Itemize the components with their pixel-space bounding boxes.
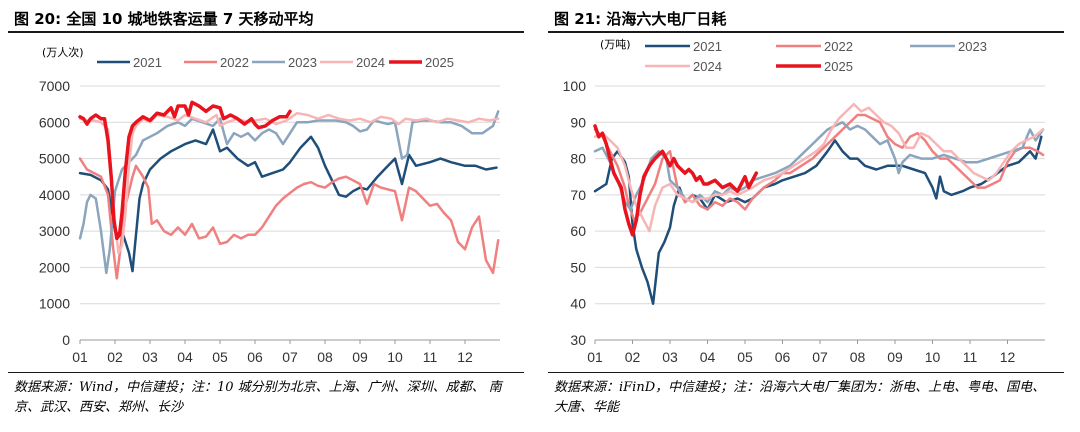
unit-label: (万人次) [42,45,84,59]
x-tick-label: 02 [107,349,123,365]
y-tick-label: 0 [62,332,70,348]
left-figure: 图 20: 全国 10 城地铁客运量 7 天移动平均 0 1000 2000 3000… [8,10,524,415]
y-tick-label: 5000 [39,151,70,167]
x-tick-label: 11 [963,349,978,365]
series-line-2021 [78,128,498,273]
x-tick-label: 12 [1000,349,1016,365]
series-line-2022 [593,113,1045,222]
series-line-2025 [78,100,292,241]
y-tick-label: 2000 [39,259,70,275]
legend-label-2025: 2025 [824,59,853,74]
y-tick-label: 60 [570,223,586,239]
series-line-2025 [593,124,759,237]
legend-label-2022: 2022 [824,39,853,54]
power-plant-coal-chart: 30 40 50 60 70 80 90 100 01 02 03 04 05 06 07 08 09 10 11 1… [563,38,1045,365]
source-rule [548,372,1064,373]
x-tick-label: 01 [72,349,88,365]
y-tick-label: 70 [570,187,586,203]
x-tick-label: 05 [212,349,228,365]
x-tick-label: 06 [247,349,263,365]
series-line-2024 [593,102,1045,233]
legend-label-2021: 2021 [693,39,722,54]
figure-title: 图 21: 沿海六大电厂日耗 [554,10,727,28]
legend-label-2023: 2023 [958,39,987,54]
legend-label-2023: 2023 [288,55,317,70]
title-rule [8,31,524,33]
x-tick-label: 01 [587,349,603,365]
x-tick-label: 03 [142,349,158,365]
source-rule [8,372,524,373]
x-tick-label: 06 [775,349,791,365]
x-tick-label: 12 [457,349,473,365]
metro-ridership-chart: 0 1000 2000 3000 4000 5000 6000 7000 01 02 03 04 05 0… [39,45,500,365]
x-tick-label: 10 [925,349,941,365]
x-tick-label: 11 [423,349,438,365]
legend-label-2021: 2021 [133,55,162,70]
y-tick-label: 90 [570,114,586,130]
x-tick-label: 08 [317,349,333,365]
series-line-2022 [78,157,500,280]
legend-label-2024: 2024 [693,59,722,74]
y-tick-label: 4000 [39,187,70,203]
legend-label-2025: 2025 [425,55,454,70]
x-tick-label: 08 [850,349,866,365]
y-tick-label: 3000 [39,223,70,239]
title-rule [548,31,1064,33]
series-line-2021 [593,135,1043,305]
x-tick-label: 09 [352,349,368,365]
y-tick-label: 30 [570,332,586,348]
x-tick-label: 10 [387,349,403,365]
x-tick-label: 02 [625,349,641,365]
y-tick-label: 50 [570,259,586,275]
legend-label-2022: 2022 [220,55,249,70]
unit-label: (万吨) [600,38,631,51]
figure-title: 图 20: 全国 10 城地铁客运量 7 天移动平均 [14,10,314,28]
source-note: 数据来源：Wind，中信建投；注：10 城分别为北京、上海、广州、深圳、成都、 … [14,380,502,415]
y-tick-label: 80 [570,151,586,167]
x-tick-label: 09 [887,349,903,365]
y-tick-label: 7000 [39,78,70,94]
y-tick-label: 100 [563,78,587,94]
x-tick-label: 03 [662,349,678,365]
x-tick-label: 04 [177,349,193,365]
x-tick-label: 07 [282,349,298,365]
y-tick-label: 40 [570,296,586,312]
source-note: 数据来源：iFinD，中信建投；注：沿海六大电厂集团为：浙电、上电、粤电、国电、… [554,380,1046,415]
y-tick-label: 6000 [39,114,70,130]
x-tick-label: 04 [700,349,716,365]
x-tick-label: 07 [812,349,828,365]
legend-label-2024: 2024 [356,55,385,70]
series-line-2023 [593,121,1045,211]
y-tick-label: 1000 [39,296,70,312]
right-figure: 图 21: 沿海六大电厂日耗 30 40 50 60 70 80 90 100 01 02 03 04… [540,0,1080,432]
x-tick-label: 05 [737,349,753,365]
